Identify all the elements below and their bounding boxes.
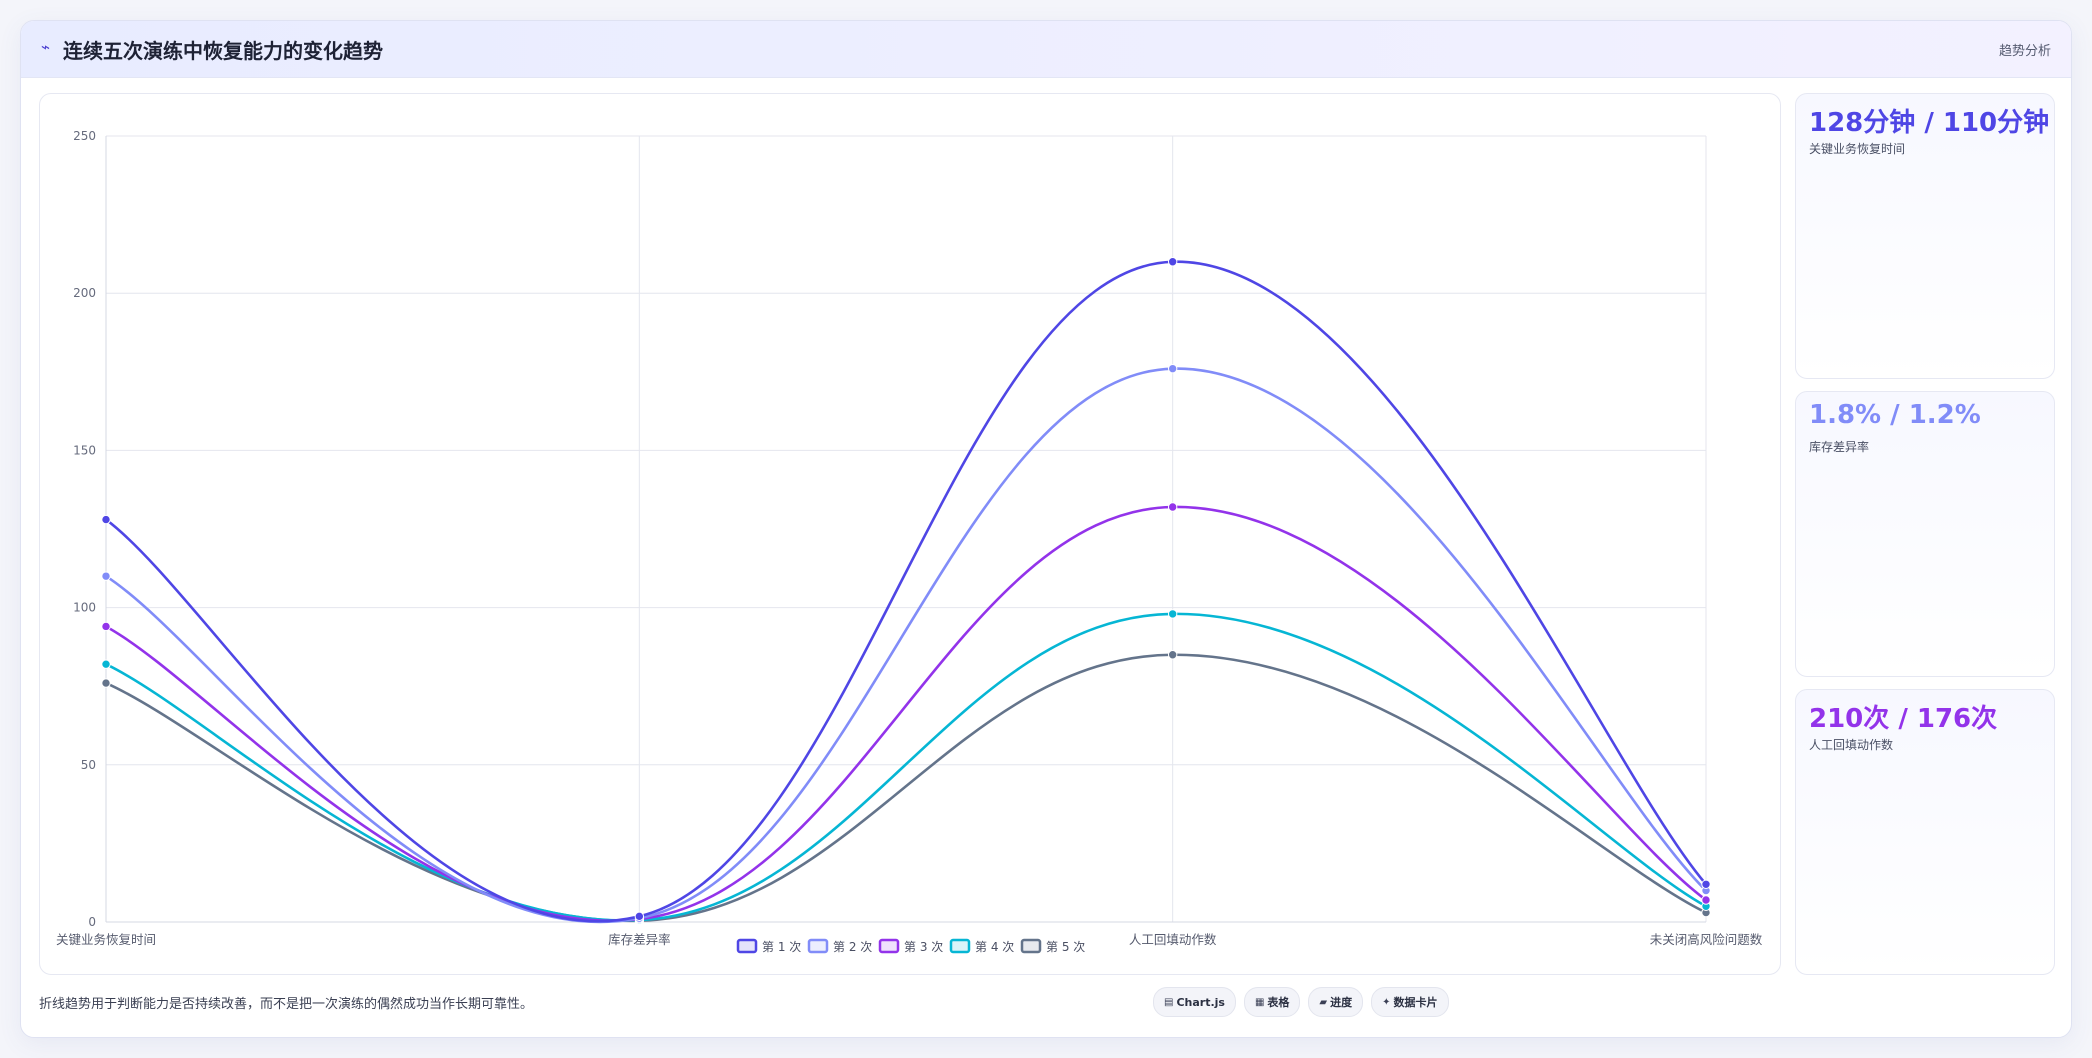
- view-datacard-button[interactable]: ✦ 数据卡片: [1371, 987, 1449, 1017]
- y-tick-label: 250: [73, 129, 96, 143]
- stat-value: 128分钟 / 110分钟: [1809, 108, 2050, 138]
- legend-swatch: [736, 938, 758, 954]
- header: ⌁ 连续五次演练中恢复能力的变化趋势 趋势分析: [21, 21, 2071, 78]
- legend-item[interactable]: 第 4 次: [949, 938, 1014, 954]
- data-point: [1167, 609, 1178, 619]
- view-progress-button[interactable]: ▰ 进度: [1308, 987, 1364, 1017]
- legend-label: 第 4 次: [975, 940, 1014, 954]
- pill-label: 数据卡片: [1393, 996, 1438, 1009]
- table-icon: ▦: [1254, 996, 1265, 1008]
- footer-note: 折线趋势用于判断能力是否持续改善，而不是把一次演练的偶然成功当作长期可靠性。: [39, 997, 534, 1012]
- analysis-tag[interactable]: 趋势分析: [1998, 44, 2051, 59]
- data-point: [1167, 363, 1178, 374]
- pill-label: 进度: [1330, 996, 1353, 1009]
- series-line: [105, 612, 1707, 922]
- legend-item[interactable]: 第 5 次: [1020, 938, 1085, 954]
- y-tick-label: 100: [73, 601, 96, 615]
- series-line: [105, 505, 1707, 923]
- series-line: [105, 653, 1707, 923]
- data-point: [101, 514, 111, 525]
- legend-swatch: [878, 938, 900, 954]
- stat-label: 关键业务恢复时间: [1809, 142, 1906, 156]
- chart-icon: ▤: [1164, 996, 1174, 1008]
- view-chartjs-button[interactable]: ▤ Chart.js: [1153, 987, 1236, 1017]
- data-point: [1701, 879, 1711, 889]
- data-point: [101, 621, 111, 632]
- series-line: [105, 260, 1707, 923]
- x-tick-label: 未关闭高风险问题数: [1650, 932, 1763, 947]
- data-point: [1167, 650, 1178, 660]
- stat-value: 1.8% / 1.2%: [1809, 400, 1981, 430]
- dashboard-card: ⌁ 连续五次演练中恢复能力的变化趋势 趋势分析 0 50 100 150 200 250 关…: [20, 20, 2072, 1038]
- legend-label: 第 3 次: [904, 940, 943, 954]
- series-line: [105, 367, 1707, 924]
- page-title: 连续五次演练中恢复能力的变化趋势: [63, 39, 383, 63]
- legend-swatch: [807, 938, 829, 954]
- view-switcher: ▤ Chart.js ▦ 表格 ▰ 进度 ✦ 数据卡片: [1153, 987, 1449, 1017]
- stat-card-recovery-time: 128分钟 / 110分钟 关键业务恢复时间: [1795, 93, 2055, 379]
- legend-swatch: [949, 938, 971, 954]
- x-tick-label: 人工回填动作数: [1129, 932, 1217, 947]
- y-tick-label: 50: [81, 758, 96, 772]
- data-point: [1167, 502, 1178, 512]
- stat-label: 库存差异率: [1809, 440, 1870, 454]
- data-point: [1167, 257, 1178, 267]
- view-table-button[interactable]: ▦ 表格: [1243, 987, 1301, 1017]
- stat-label: 人工回填动作数: [1809, 738, 1894, 752]
- legend-swatch: [1020, 938, 1042, 954]
- data-point: [101, 678, 111, 688]
- data-point: [101, 571, 111, 581]
- progress-icon: ▰: [1319, 996, 1328, 1008]
- data-point: [101, 659, 111, 669]
- legend-label: 第 2 次: [833, 940, 872, 954]
- pill-label: Chart.js: [1176, 995, 1225, 1009]
- sparkle-icon: ✦: [1382, 996, 1391, 1008]
- y-tick-label: 150: [73, 443, 96, 457]
- stat-value: 210次 / 176次: [1809, 704, 1998, 734]
- y-tick-label: 200: [73, 286, 96, 300]
- y-tick-label: 0: [88, 915, 96, 929]
- chart-panel: 0 50 100 150 200 250 关键业务恢复时间 库存差异率 人工回填动作数 未关闭高风…: [39, 93, 1781, 975]
- legend-item[interactable]: 第 2 次: [807, 938, 872, 954]
- data-point: [634, 911, 645, 922]
- line-chart: 0 50 100 150 200 250 关键业务恢复时间 库存差异率 人工回填动作数 未关闭高风…: [56, 129, 1763, 954]
- legend-item[interactable]: 第 1 次: [736, 938, 801, 954]
- data-point: [1701, 895, 1711, 905]
- legend-label: 第 1 次: [762, 940, 801, 954]
- stat-card-manual-backfill: 210次 / 176次 人工回填动作数: [1795, 689, 2055, 975]
- legend-item[interactable]: 第 3 次: [878, 938, 943, 954]
- chart-line-icon: ⌁: [41, 38, 51, 56]
- stat-card-inventory-variance: 1.8% / 1.2% 库存差异率: [1795, 391, 2055, 677]
- x-tick-label: 库存差异率: [608, 932, 671, 947]
- x-tick-label: 关键业务恢复时间: [56, 932, 156, 947]
- pill-label: 表格: [1267, 996, 1290, 1009]
- legend-label: 第 5 次: [1046, 940, 1085, 954]
